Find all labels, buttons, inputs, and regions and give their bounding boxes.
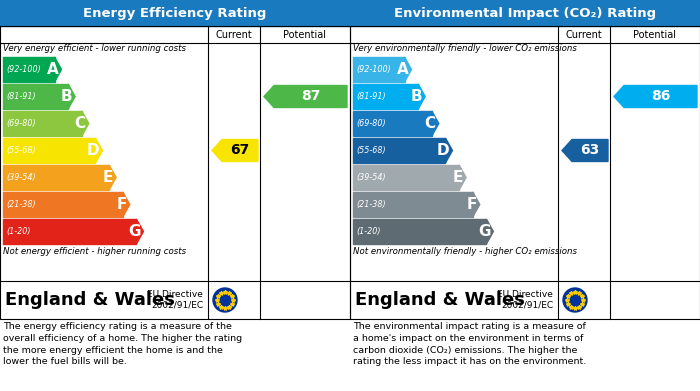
Polygon shape xyxy=(473,192,480,217)
Circle shape xyxy=(563,288,587,312)
Polygon shape xyxy=(405,57,412,82)
Bar xyxy=(353,57,405,82)
Text: D: D xyxy=(87,143,99,158)
Polygon shape xyxy=(122,192,130,217)
Polygon shape xyxy=(614,86,697,108)
Polygon shape xyxy=(68,84,75,109)
Text: Environmental Impact (CO₂) Rating: Environmental Impact (CO₂) Rating xyxy=(394,7,656,20)
Text: (1-20): (1-20) xyxy=(356,227,381,236)
Text: 67: 67 xyxy=(230,143,250,158)
Text: F: F xyxy=(466,197,477,212)
Circle shape xyxy=(213,288,237,312)
Text: C: C xyxy=(75,116,86,131)
Text: England & Wales: England & Wales xyxy=(355,291,525,309)
Text: 86: 86 xyxy=(651,90,670,104)
Text: EU Directive
2002/91/EC: EU Directive 2002/91/EC xyxy=(497,290,553,310)
Bar xyxy=(350,26,700,319)
Bar xyxy=(3,84,68,109)
Bar xyxy=(350,0,700,26)
Text: B: B xyxy=(410,89,422,104)
Text: C: C xyxy=(425,116,436,131)
Text: E: E xyxy=(453,170,463,185)
Polygon shape xyxy=(82,111,89,136)
Text: D: D xyxy=(437,143,449,158)
Text: (55-68): (55-68) xyxy=(6,146,36,155)
Polygon shape xyxy=(562,140,608,161)
Text: Potential: Potential xyxy=(634,29,676,39)
Bar xyxy=(353,219,486,244)
Text: The environmental impact rating is a measure of
a home's impact on the environme: The environmental impact rating is a mea… xyxy=(353,322,587,366)
Text: A: A xyxy=(47,62,59,77)
Bar xyxy=(3,192,122,217)
Bar xyxy=(0,26,350,319)
Text: (21-38): (21-38) xyxy=(356,200,386,209)
Polygon shape xyxy=(109,165,116,190)
Bar xyxy=(3,111,82,136)
Text: Very energy efficient - lower running costs: Very energy efficient - lower running co… xyxy=(3,44,186,53)
Text: 63: 63 xyxy=(580,143,600,158)
Text: Energy Efficiency Rating: Energy Efficiency Rating xyxy=(83,7,267,20)
Text: 87: 87 xyxy=(301,90,320,104)
Polygon shape xyxy=(212,140,258,161)
Polygon shape xyxy=(136,219,144,244)
Bar xyxy=(353,165,459,190)
Text: B: B xyxy=(60,89,72,104)
Text: (69-80): (69-80) xyxy=(6,119,36,128)
Polygon shape xyxy=(459,165,466,190)
Text: F: F xyxy=(116,197,127,212)
Bar xyxy=(353,192,473,217)
Text: (92-100): (92-100) xyxy=(6,65,41,74)
Text: England & Wales: England & Wales xyxy=(5,291,175,309)
Text: Not energy efficient - higher running costs: Not energy efficient - higher running co… xyxy=(3,247,186,256)
Text: Very environmentally friendly - lower CO₂ emissions: Very environmentally friendly - lower CO… xyxy=(353,44,577,53)
Text: EU Directive
2002/91/EC: EU Directive 2002/91/EC xyxy=(147,290,203,310)
Text: E: E xyxy=(103,170,113,185)
Bar xyxy=(353,111,432,136)
Bar xyxy=(353,138,445,163)
Text: (81-91): (81-91) xyxy=(356,92,386,101)
Text: (81-91): (81-91) xyxy=(6,92,36,101)
Polygon shape xyxy=(486,219,493,244)
Bar xyxy=(3,138,95,163)
Text: A: A xyxy=(397,62,409,77)
Polygon shape xyxy=(264,86,347,108)
Polygon shape xyxy=(55,57,62,82)
Polygon shape xyxy=(95,138,102,163)
Polygon shape xyxy=(418,84,425,109)
Text: G: G xyxy=(128,224,141,239)
Text: (92-100): (92-100) xyxy=(356,65,391,74)
Text: (21-38): (21-38) xyxy=(6,200,36,209)
Text: Potential: Potential xyxy=(284,29,326,39)
Polygon shape xyxy=(432,111,439,136)
Text: G: G xyxy=(478,224,491,239)
Bar xyxy=(3,219,136,244)
Text: (39-54): (39-54) xyxy=(356,173,386,182)
Text: Not environmentally friendly - higher CO₂ emissions: Not environmentally friendly - higher CO… xyxy=(353,247,577,256)
Text: (55-68): (55-68) xyxy=(356,146,386,155)
Bar xyxy=(3,165,109,190)
Text: Current: Current xyxy=(216,29,253,39)
Text: (69-80): (69-80) xyxy=(356,119,386,128)
Text: Current: Current xyxy=(566,29,603,39)
Text: (1-20): (1-20) xyxy=(6,227,31,236)
Bar xyxy=(353,84,418,109)
Bar xyxy=(0,0,350,26)
Text: (39-54): (39-54) xyxy=(6,173,36,182)
Bar xyxy=(3,57,55,82)
Polygon shape xyxy=(445,138,452,163)
Text: The energy efficiency rating is a measure of the
overall efficiency of a home. T: The energy efficiency rating is a measur… xyxy=(3,322,242,366)
